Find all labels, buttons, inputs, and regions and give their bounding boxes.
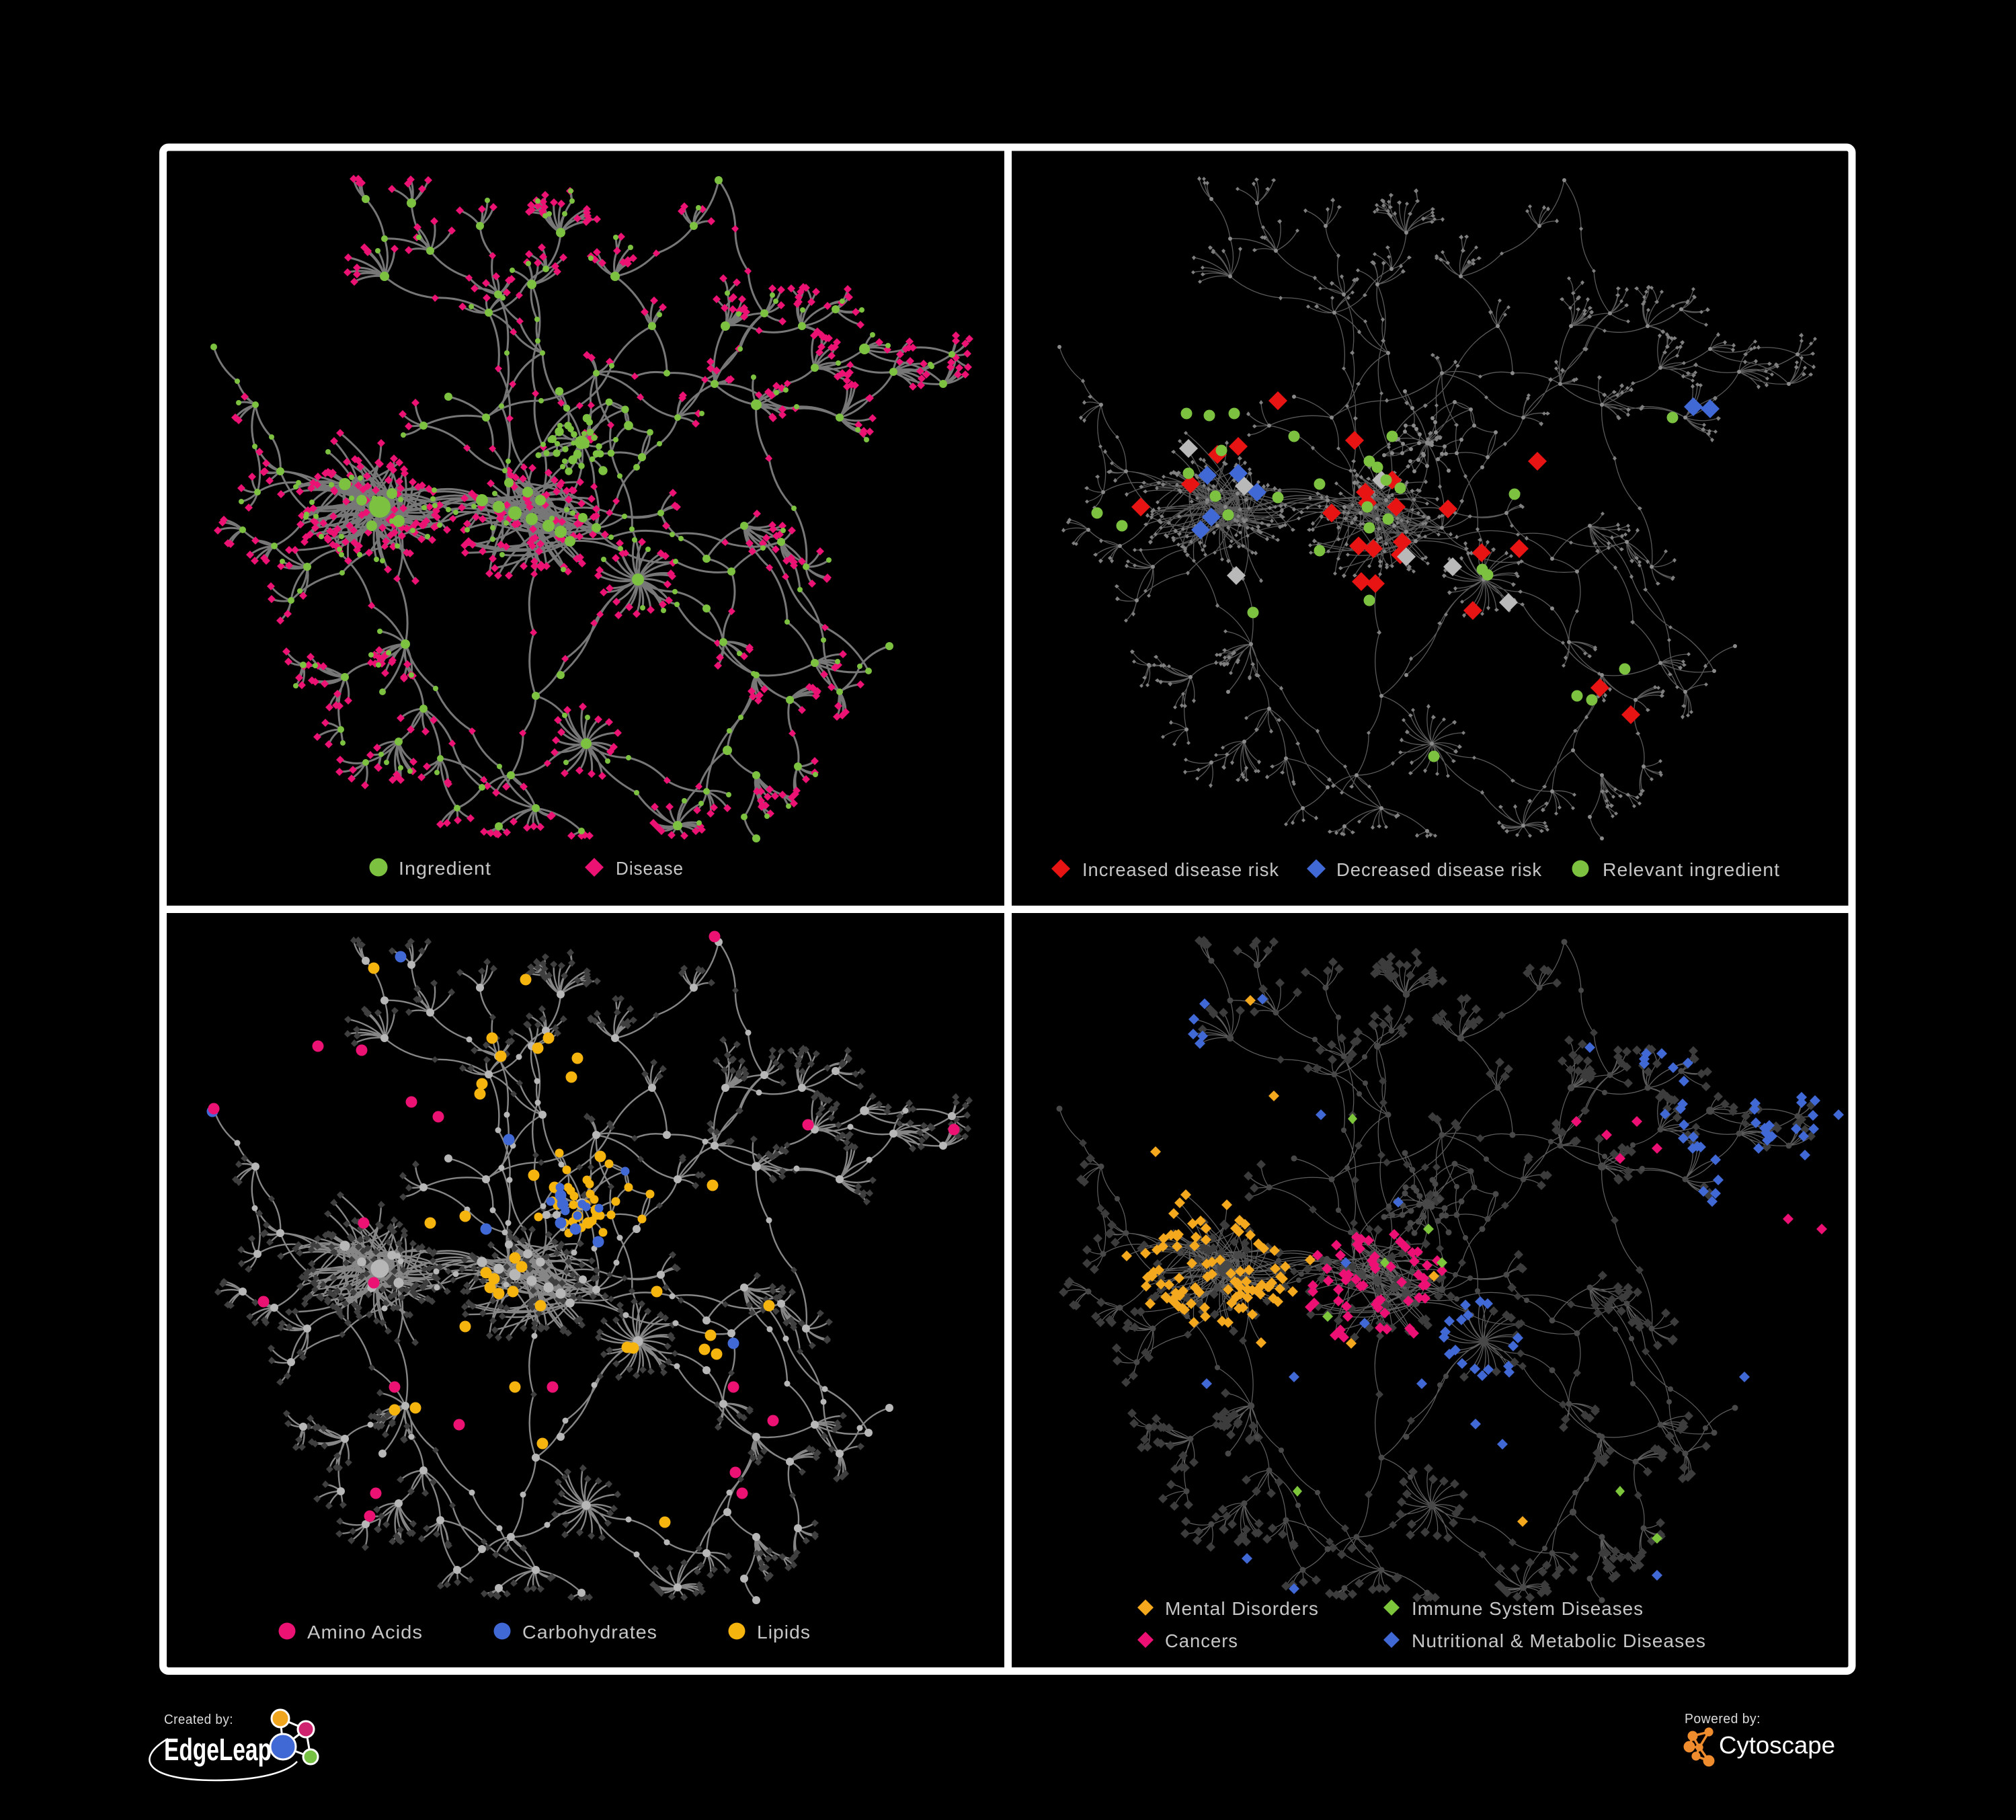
svg-text:Lipids: Lipids <box>757 1622 811 1643</box>
svg-text:Decreased disease risk: Decreased disease risk <box>1336 859 1542 880</box>
svg-text:Cytoscape: Cytoscape <box>1719 1731 1835 1759</box>
svg-text:Cancers: Cancers <box>1165 1630 1238 1651</box>
svg-text:Disease: Disease <box>616 858 684 879</box>
svg-text:Powered by:: Powered by: <box>1685 1712 1761 1727</box>
svg-text:Nutritional & Metabolic Diseas: Nutritional & Metabolic Diseases <box>1412 1630 1706 1651</box>
svg-text:Immune System Diseases: Immune System Diseases <box>1412 1598 1644 1619</box>
svg-text:Mental Disorders: Mental Disorders <box>1165 1598 1319 1619</box>
svg-text:EdgeLeap: EdgeLeap <box>164 1732 272 1767</box>
svg-text:Increased disease risk: Increased disease risk <box>1082 859 1279 880</box>
svg-text:Ingredient: Ingredient <box>399 858 491 879</box>
svg-text:Amino Acids: Amino Acids <box>307 1622 423 1643</box>
svg-text:Created by:: Created by: <box>164 1712 233 1727</box>
svg-text:Relevant ingredient: Relevant ingredient <box>1603 859 1780 880</box>
svg-text:Carbohydrates: Carbohydrates <box>522 1622 657 1643</box>
